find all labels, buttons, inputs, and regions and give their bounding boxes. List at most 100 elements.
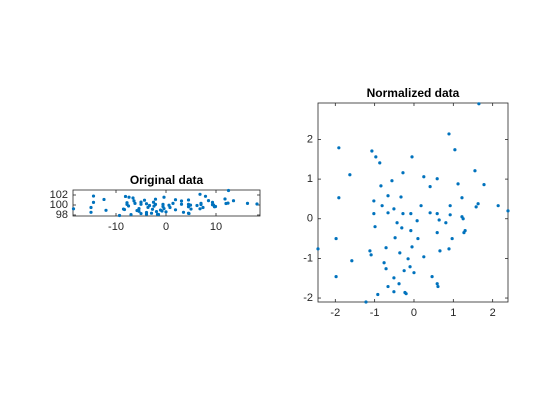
point [150,207,155,211]
point [91,200,96,204]
y-tick-label: 102 [50,189,68,201]
point [401,211,405,216]
point [144,202,149,206]
point [160,209,164,213]
point [149,211,154,215]
point [436,284,440,289]
point [397,282,401,286]
point [151,200,156,204]
point [173,198,178,202]
point [390,179,394,183]
point [382,261,386,265]
point [435,282,439,286]
point [168,205,172,210]
x-tick-label: 0 [163,221,169,233]
point [127,195,131,199]
point [456,182,460,186]
point [401,171,405,175]
point [415,219,419,223]
point [447,132,451,136]
x-tick-label: 2 [490,307,496,319]
point [199,202,203,207]
point [399,195,403,199]
point [123,194,128,199]
point [428,185,432,189]
point [435,231,439,235]
point [198,207,202,211]
x-tick-label: 10 [210,221,222,233]
point [410,155,414,159]
point [210,200,215,204]
point [104,208,108,212]
point [473,169,477,173]
point [139,202,143,206]
point [203,194,208,198]
point [392,290,396,294]
point [201,205,205,210]
x-tick-label: -10 [108,221,124,233]
point [171,201,175,205]
point [447,247,451,251]
point [368,249,372,253]
y-tick-label: -1 [303,252,313,264]
point [378,161,382,165]
point [461,217,465,221]
point [463,229,467,233]
point [89,205,93,210]
point [395,221,399,225]
point [372,199,376,203]
point [154,209,159,214]
point [450,236,454,241]
point [496,204,500,208]
point [142,198,147,202]
point [213,204,218,209]
point [430,275,434,279]
point [144,212,149,216]
point [187,211,191,216]
point [435,211,439,216]
point [392,276,396,280]
point [348,173,352,177]
x-tick-label: 0 [411,307,417,319]
point [384,267,388,271]
point [404,292,408,296]
point [226,188,231,193]
point [506,209,510,213]
point [337,196,341,200]
point [131,196,135,200]
point [374,155,378,159]
point [334,275,338,279]
point [146,205,150,209]
axes-box [317,102,509,303]
point [402,269,406,273]
point [181,210,186,214]
point [408,265,412,269]
point [129,212,133,217]
point [223,197,227,201]
point [398,251,402,255]
point [186,198,191,202]
point [376,292,380,297]
point [379,184,383,188]
point [400,226,404,230]
point [372,211,376,216]
point [162,195,166,199]
point [255,202,259,206]
point [460,196,464,200]
point [370,149,374,153]
chart-title: Normalized data [367,86,460,100]
point [422,175,426,179]
point [444,221,448,225]
y-tick-label: 1 [307,173,313,185]
point [206,199,211,203]
point [139,211,143,216]
point [173,208,178,212]
point [448,213,452,217]
point [156,212,161,217]
y-tick-label: 98 [56,209,68,221]
point [393,236,397,240]
point [409,229,413,233]
point [438,249,442,253]
point [153,197,158,201]
